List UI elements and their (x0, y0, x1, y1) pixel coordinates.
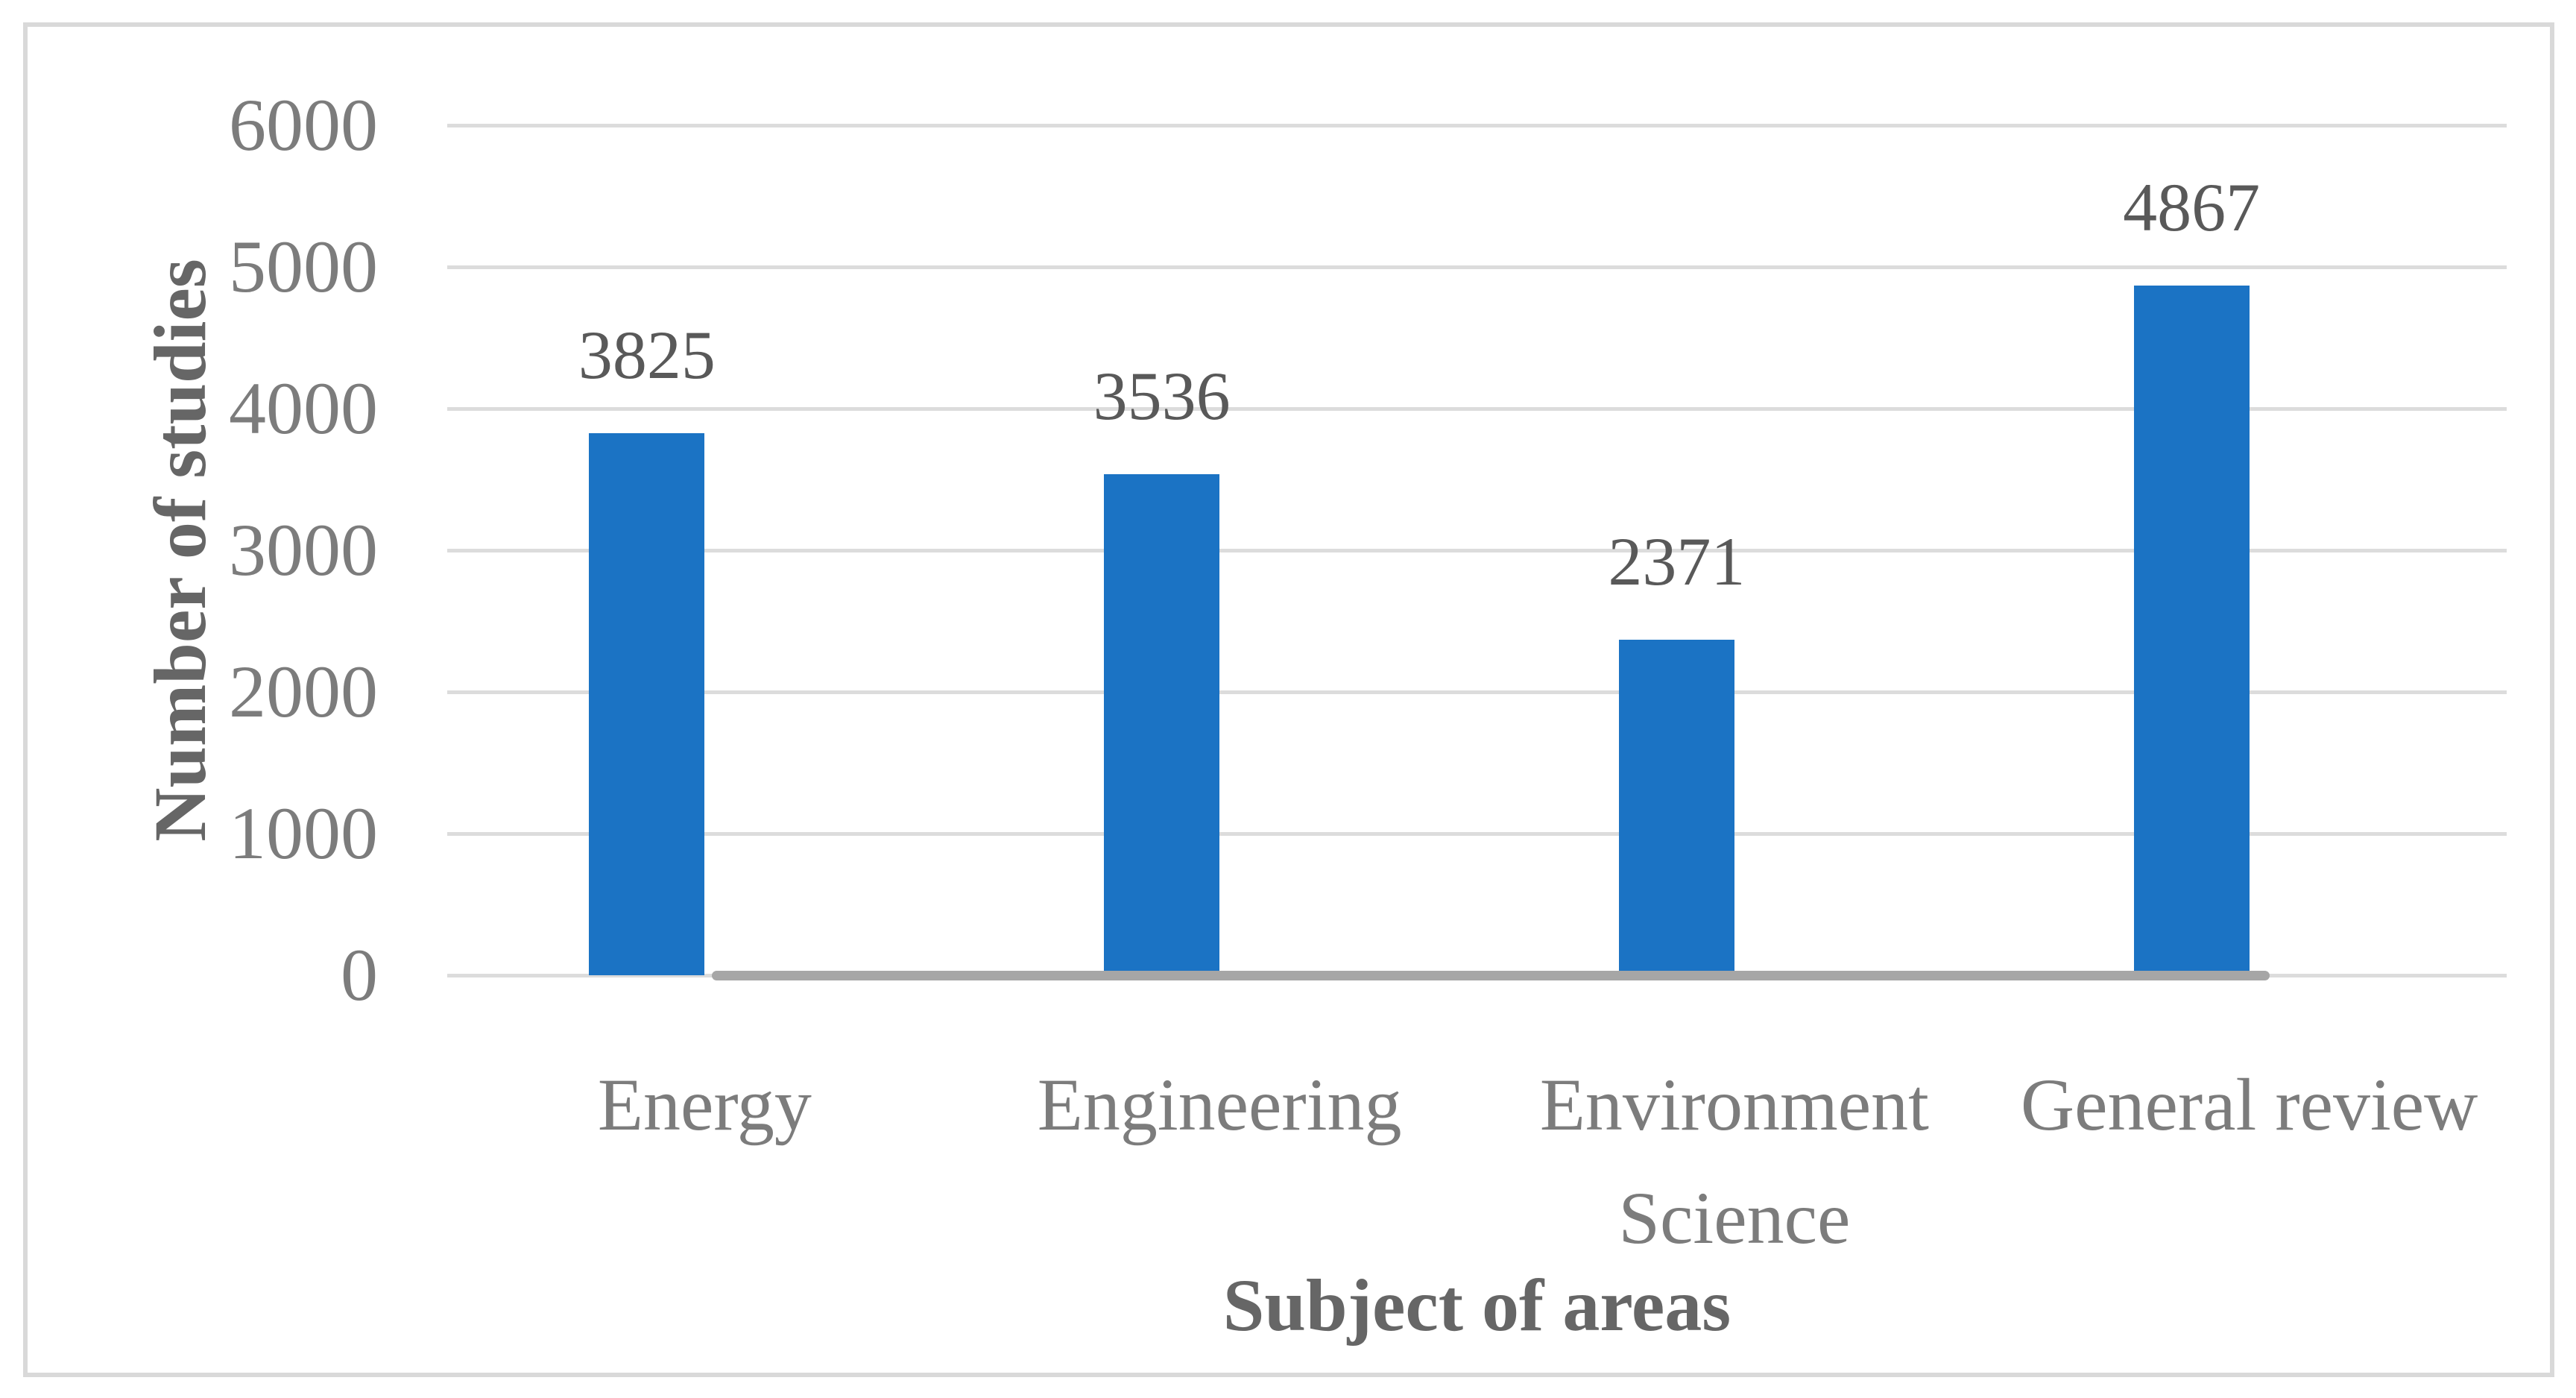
plot-area: 3825 3536 2371 4867 (447, 124, 2507, 980)
y-tick-label-0: 0 (341, 933, 378, 1016)
data-label-3825: 3825 (578, 317, 716, 394)
y-tick-label-6000: 6000 (229, 84, 378, 166)
bar-engineering (1104, 474, 1220, 975)
y-tick-label-5000: 5000 (229, 225, 378, 308)
category-label-general-review: General review (2020, 1063, 2478, 1146)
chart-border: Number of studies 3825 3536 2371 4867 0 1000… (23, 22, 2554, 1377)
data-label-3536: 3536 (1093, 358, 1231, 435)
x-axis-title: Subject of areas (1222, 1264, 1731, 1347)
category-label-environment-science: Environment Science (1539, 1063, 1929, 1259)
zero-baseline-line (712, 971, 2270, 980)
gridline-4000 (447, 407, 2507, 411)
category-label-engineering: Engineering (1037, 1063, 1402, 1146)
gridline-2000 (447, 690, 2507, 694)
y-tick-label-4000: 4000 (229, 367, 378, 450)
category-label-energy: Energy (597, 1063, 812, 1146)
data-label-4867: 4867 (2123, 169, 2261, 246)
bar-environment-science (1618, 639, 1734, 975)
gridline-1000 (447, 832, 2507, 836)
gridline-6000 (447, 124, 2507, 127)
gridline-3000 (447, 549, 2507, 552)
y-tick-label-1000: 1000 (229, 792, 378, 875)
gridline-5000 (447, 265, 2507, 269)
bar-general-review (2133, 286, 2250, 975)
y-tick-label-3000: 3000 (229, 508, 378, 591)
y-tick-label-2000: 2000 (229, 650, 378, 733)
data-label-2371: 2371 (1608, 523, 1746, 599)
bar-energy (589, 433, 705, 975)
